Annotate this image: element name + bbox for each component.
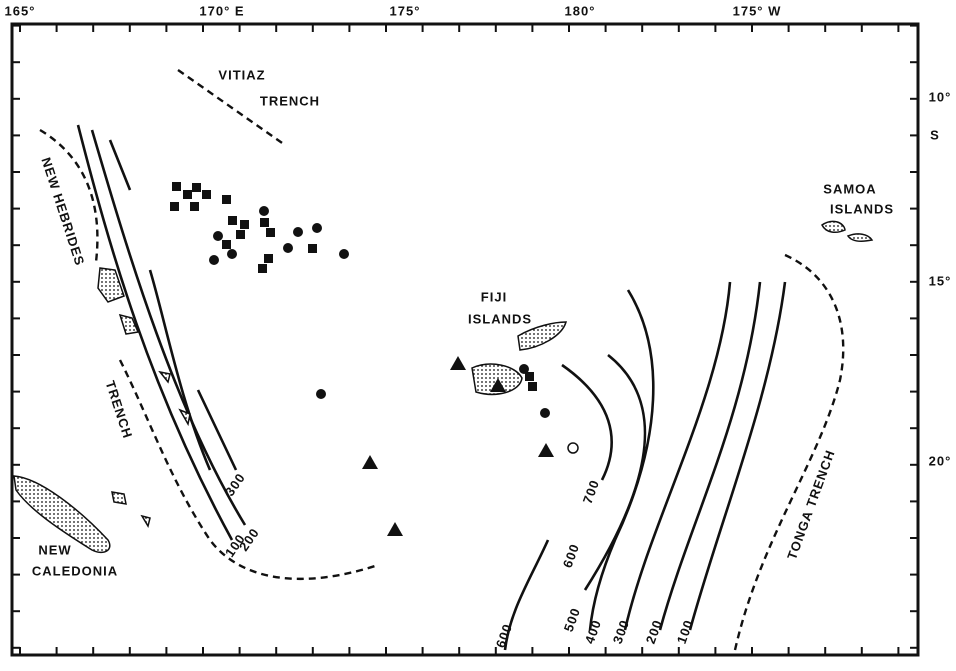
island: [97, 267, 125, 303]
contour-label: 700: [580, 477, 603, 505]
longitude-label: 180°: [565, 3, 596, 18]
longitude-label: 175° W: [733, 3, 782, 18]
island-samoa: [846, 233, 874, 242]
place-label: NEW: [38, 542, 71, 557]
event-open-circle: [567, 442, 579, 454]
place-label: SAMOA: [823, 181, 876, 196]
map-frame: [10, 22, 920, 657]
depth-contour: [658, 281, 762, 631]
depth-contour: [688, 281, 787, 631]
place-label: ISLANDS: [468, 311, 532, 326]
island-new-caledonia: [13, 475, 111, 554]
event-squares: [170, 182, 537, 391]
vitiaz-trench: [177, 69, 286, 146]
event-triangles: [362, 356, 554, 536]
latitude-label: 10°: [929, 89, 952, 104]
longitude-label: 165°: [5, 3, 36, 18]
depth-contour: [108, 139, 238, 471]
longitude-label: 170° E: [199, 3, 244, 18]
island: [111, 370, 191, 528]
contour-label: 300: [610, 617, 633, 645]
contour-label: 200: [643, 617, 666, 645]
depth-contour: [561, 363, 613, 481]
depth-contour: [503, 539, 550, 651]
depth-contour: [583, 353, 647, 591]
island: [118, 313, 140, 335]
place-label: TRENCH: [103, 379, 136, 441]
place-label: VITIAZ: [218, 67, 265, 82]
island-vanua-levu: [517, 321, 567, 351]
latitude-label: S: [930, 127, 940, 142]
contour-label: 600: [493, 621, 516, 649]
latitude-label: 20°: [929, 453, 952, 468]
contour-label: 600: [560, 541, 583, 569]
place-label: ISLANDS: [830, 201, 894, 216]
place-label: CALEDONIA: [32, 563, 118, 578]
contour-label: 400: [582, 617, 605, 645]
depth-contour: [76, 124, 234, 541]
island-viti-levu: [471, 363, 523, 396]
event-circles: [209, 206, 550, 418]
place-label: FIJI: [481, 289, 507, 304]
latitude-label: 15°: [929, 273, 952, 288]
place-label: TONGA TRENCH: [784, 448, 838, 562]
frame-ticks: [12, 24, 918, 655]
depth-contour: [623, 281, 732, 631]
place-label: TRENCH: [260, 93, 320, 108]
depth-contour: [90, 129, 247, 526]
island-samoa: [821, 220, 846, 234]
new-hebrides-trench-north: [39, 128, 99, 263]
contour-label: 300: [222, 470, 248, 499]
longitude-label: 175°: [390, 3, 421, 18]
place-label: NEW HEBRIDES: [38, 156, 87, 268]
contour-label: 500: [561, 605, 584, 633]
tonga-trench: [733, 253, 845, 651]
contour-label: 100: [674, 617, 697, 645]
